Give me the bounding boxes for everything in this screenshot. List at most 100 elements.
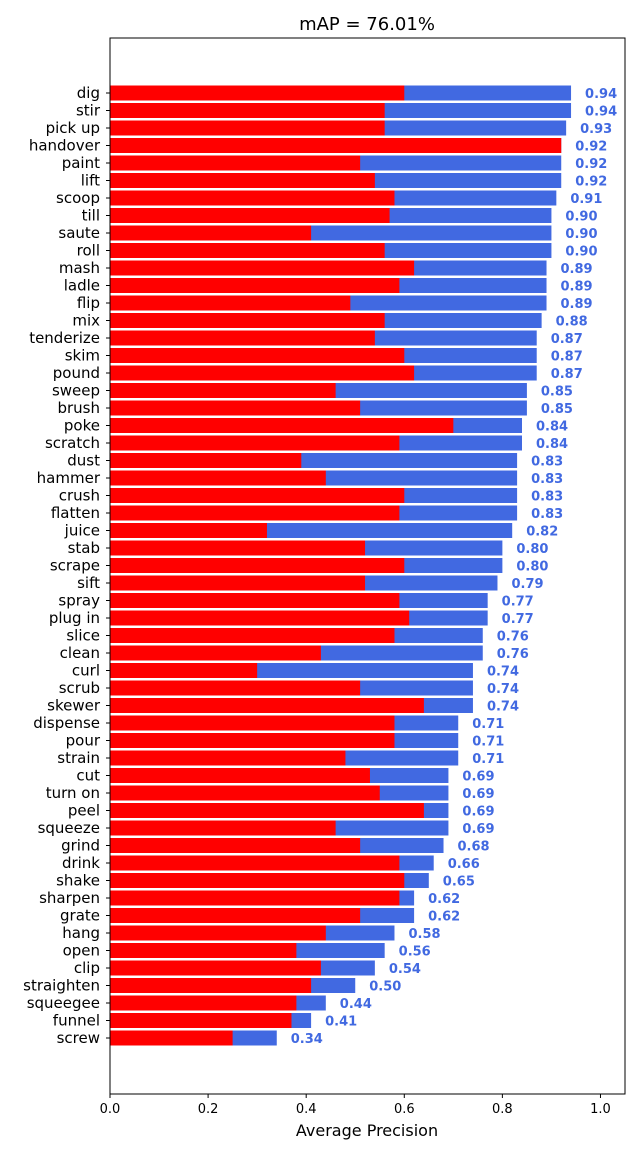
inner-bar	[110, 138, 562, 153]
category-label: scrape	[50, 557, 100, 575]
x-tick-label: 0.2	[198, 1102, 219, 1117]
inner-bar	[110, 855, 400, 871]
inner-bar	[110, 680, 361, 696]
category-label: squeegee	[27, 994, 100, 1012]
inner-bar	[110, 803, 424, 818]
category-label: squeeze	[38, 819, 100, 837]
value-label: 0.80	[516, 560, 548, 575]
category-label: curl	[72, 662, 100, 680]
value-label: 0.58	[408, 927, 440, 942]
value-label: 0.69	[462, 822, 494, 837]
category-label: clip	[74, 959, 100, 977]
value-label: 0.69	[462, 805, 494, 820]
inner-bar	[110, 208, 390, 223]
category-label: sweep	[52, 382, 100, 400]
inner-bar	[110, 453, 302, 468]
inner-bar	[110, 978, 312, 993]
inner-bar	[110, 85, 405, 101]
inner-bar	[110, 365, 415, 381]
category-label: scratch	[45, 434, 100, 452]
inner-bar	[110, 820, 336, 836]
category-label: funnel	[53, 1012, 100, 1030]
plot-frame	[109, 37, 626, 1095]
category-label: crush	[59, 487, 100, 505]
inner-bar	[110, 1030, 233, 1046]
category-label: dust	[67, 452, 100, 470]
value-label: 0.66	[448, 857, 480, 872]
chart-title: mAP = 76.01%	[299, 14, 435, 35]
category-label: turn on	[46, 784, 100, 802]
value-label: 0.93	[580, 122, 612, 137]
category-label: brush	[57, 399, 100, 417]
value-label: 0.71	[472, 735, 504, 750]
value-label: 0.68	[458, 840, 490, 855]
x-tick-label: 0.6	[394, 1102, 415, 1117]
inner-bar	[110, 505, 400, 521]
category-label: poke	[64, 417, 100, 435]
inner-bar	[110, 173, 375, 188]
x-tick-label: 0.4	[296, 1102, 317, 1117]
value-label: 0.83	[531, 472, 563, 487]
value-label: 0.88	[556, 315, 588, 330]
category-label: clean	[60, 644, 100, 662]
inner-bar	[110, 278, 400, 293]
inner-bar	[110, 190, 395, 206]
inner-bar	[110, 838, 361, 853]
inner-bar	[110, 488, 405, 503]
value-label: 0.41	[325, 1015, 357, 1030]
x-tick-label: 0.8	[492, 1102, 513, 1117]
value-label: 0.83	[531, 455, 563, 470]
inner-bar	[110, 243, 385, 258]
value-label: 0.85	[541, 385, 573, 400]
category-label: flip	[77, 294, 100, 312]
value-label: 0.62	[428, 910, 460, 925]
inner-bar	[110, 103, 385, 118]
category-label: juice	[64, 522, 100, 540]
inner-bar	[110, 628, 395, 643]
category-label: scoop	[56, 189, 100, 207]
value-label: 0.90	[565, 210, 597, 225]
category-label: pick up	[46, 119, 100, 137]
value-label: 0.87	[551, 350, 583, 365]
value-label: 0.85	[541, 402, 573, 417]
inner-bar	[110, 120, 385, 136]
inner-bar	[110, 733, 395, 748]
value-label: 0.77	[502, 612, 534, 627]
category-label: shake	[56, 872, 100, 890]
inner-bar	[110, 330, 375, 346]
value-label: 0.71	[472, 717, 504, 732]
inner-bar	[110, 225, 312, 241]
value-label: 0.89	[561, 297, 593, 312]
category-label: saute	[58, 224, 100, 242]
inner-bar	[110, 768, 370, 783]
value-label: 0.94	[585, 87, 617, 102]
category-label: grind	[61, 837, 100, 855]
value-label: 0.89	[561, 262, 593, 277]
category-label: mash	[59, 259, 100, 277]
inner-bar	[110, 155, 361, 171]
category-label: handover	[29, 137, 101, 155]
value-label: 0.54	[389, 962, 421, 977]
value-label: 0.83	[531, 507, 563, 522]
category-label: stir	[76, 102, 101, 120]
category-label: skewer	[47, 697, 101, 715]
inner-bar	[110, 383, 336, 398]
value-label: 0.91	[570, 192, 602, 207]
category-label: hang	[62, 924, 100, 942]
value-label: 0.76	[497, 630, 529, 645]
inner-bar	[110, 523, 267, 538]
inner-bar	[110, 943, 297, 958]
category-label: spray	[58, 592, 100, 610]
inner-bar	[110, 873, 405, 888]
x-tick-label: 1.0	[590, 1102, 611, 1117]
inner-bar	[110, 698, 424, 713]
value-label: 0.74	[487, 700, 519, 715]
value-label: 0.90	[565, 245, 597, 260]
value-label: 0.83	[531, 490, 563, 505]
value-label: 0.56	[399, 945, 431, 960]
category-label: drink	[62, 854, 100, 872]
value-label: 0.50	[369, 980, 401, 995]
inner-bar	[110, 575, 366, 591]
value-label: 0.44	[340, 997, 372, 1012]
value-label: 0.89	[561, 280, 593, 295]
